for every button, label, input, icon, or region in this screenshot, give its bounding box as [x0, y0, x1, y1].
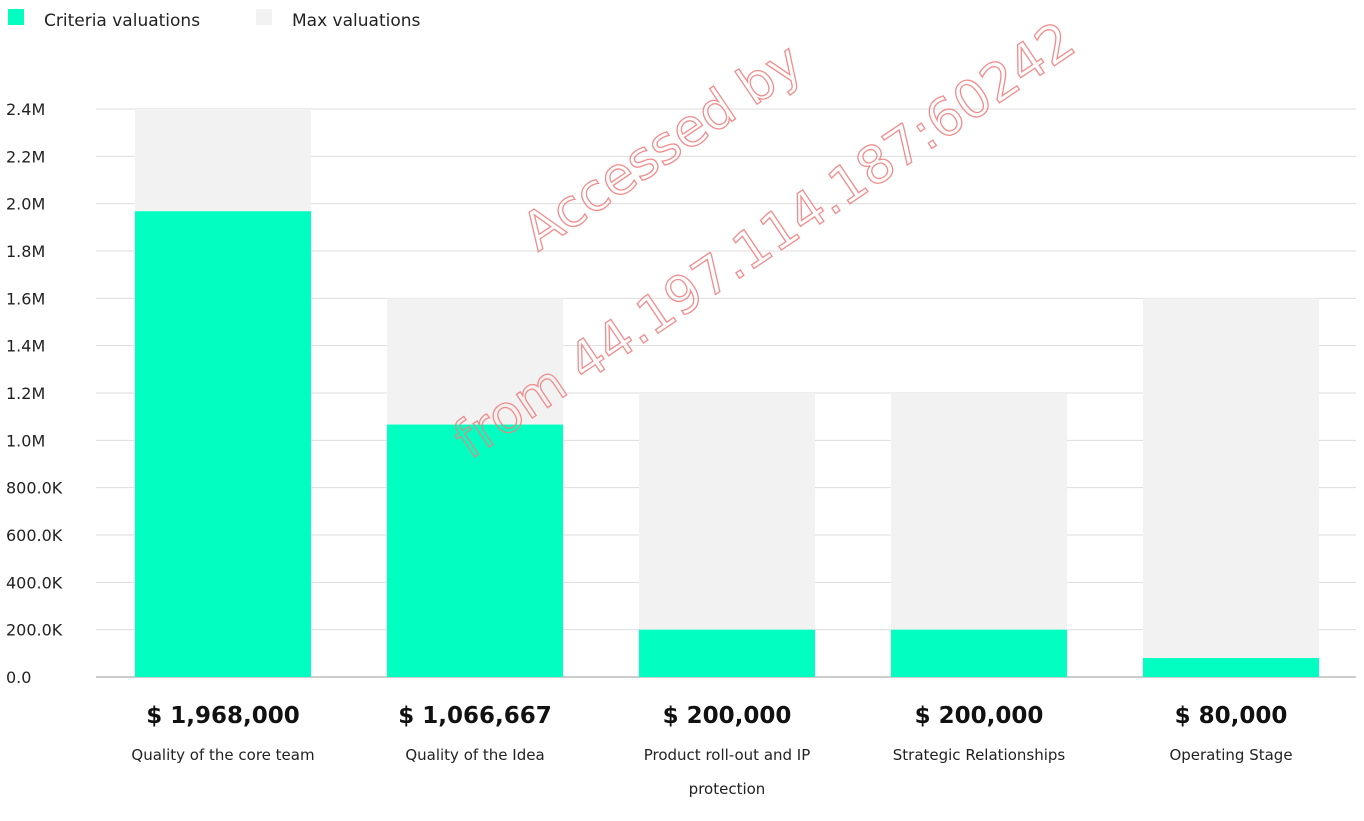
x-axis-labels: $ 1,968,000 Quality of the core team $ 1,0…	[131, 703, 1292, 798]
y-tick-label: 0.0	[6, 668, 31, 687]
legend-swatch-criteria	[8, 9, 24, 25]
bar-criteria-valuation	[387, 424, 563, 677]
y-tick-label: 1.8M	[6, 242, 45, 261]
y-tick-label: 2.0M	[6, 195, 45, 214]
legend: Criteria valuations Max valuations	[8, 9, 421, 31]
y-tick-label: 600.0K	[6, 526, 63, 545]
y-tick-label: 1.6M	[6, 289, 45, 308]
bar-criteria-valuation	[135, 211, 311, 678]
category-label: Quality of the core team	[131, 746, 314, 764]
bar-criteria-valuation	[639, 629, 815, 677]
category-label: Operating Stage	[1169, 746, 1292, 764]
y-tick-label: 2.2M	[6, 147, 45, 166]
category-label: Product roll-out and IP protection	[644, 746, 811, 798]
y-tick-label: 800.0K	[6, 479, 63, 498]
value-label: $ 1,066,667	[398, 703, 552, 729]
legend-label-criteria: Criteria valuations	[44, 11, 200, 31]
value-label: $ 200,000	[915, 703, 1044, 729]
y-tick-label: 2.4M	[6, 100, 45, 119]
category-label: Quality of the Idea	[405, 746, 544, 764]
y-tick-label: 1.0M	[6, 431, 45, 450]
y-tick-label: 1.4M	[6, 337, 45, 356]
legend-swatch-max	[256, 9, 272, 25]
legend-label-max: Max valuations	[292, 11, 421, 31]
y-tick-label: 1.2M	[6, 384, 45, 403]
bar-criteria-valuation	[891, 629, 1067, 677]
category-label: Strategic Relationships	[893, 746, 1066, 764]
value-label: $ 200,000	[663, 703, 792, 729]
y-axis: 0.0 200.0K 400.0K 600.0K 800.0K 1.0M 1.2M 1.4M 1…	[6, 100, 63, 687]
value-label: $ 1,968,000	[146, 703, 300, 729]
y-tick-label: 200.0K	[6, 621, 63, 640]
value-label: $ 80,000	[1175, 703, 1288, 729]
bars	[135, 109, 1319, 678]
y-tick-label: 400.0K	[6, 573, 63, 592]
bar-max-valuation	[1143, 298, 1319, 677]
bar-criteria-valuation	[1143, 658, 1319, 677]
